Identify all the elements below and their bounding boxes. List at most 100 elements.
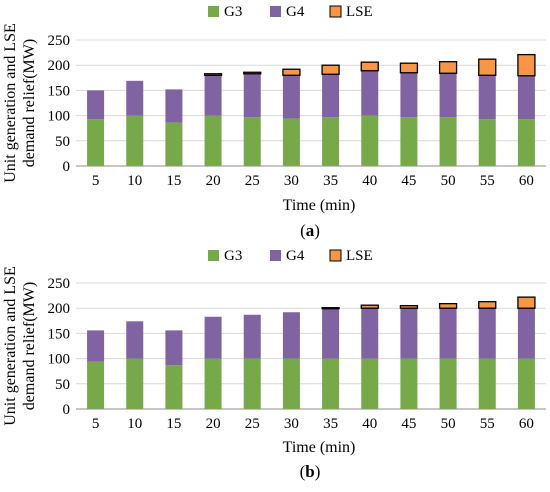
x-tick-label: 30: [284, 173, 299, 189]
x-tick-label: 40: [362, 416, 377, 432]
legend-swatch-g3: [208, 250, 219, 261]
bar-g4-10: [126, 80, 144, 116]
bar-g4-45: [400, 72, 418, 118]
x-tick-label: 45: [401, 173, 416, 189]
bar-g4-15: [165, 89, 183, 123]
y-axis-label: demand relief(MW): [21, 39, 38, 167]
bar-g4-40: [361, 70, 379, 116]
bar-g3-35: [322, 358, 340, 409]
x-tick-label: 35: [323, 173, 338, 189]
bar-g3-60: [517, 358, 535, 409]
bar-g4-40: [361, 308, 379, 359]
bar-lse-50: [438, 61, 458, 74]
x-tick-label: 30: [284, 416, 299, 432]
bar-g4-5: [87, 90, 105, 120]
bar-g4-25: [243, 314, 261, 359]
x-tick-label: 15: [166, 416, 181, 432]
bar-g3-45: [400, 358, 418, 409]
legend-label-g3: G3: [224, 4, 242, 20]
y-tick-label: 250: [48, 276, 71, 292]
chart-panel-a: 0 50 100 150 200 250 5 10 15 20 25 30 35 40 45 50 55 60 Ti…: [2, 4, 546, 240]
legend-label-g4: G4: [286, 248, 305, 264]
bar-g4-20: [204, 316, 222, 359]
bar-lse-40: [360, 61, 379, 72]
bar-g3-15: [165, 122, 183, 166]
bar-lse-60: [517, 53, 536, 77]
y-tick-label: 0: [63, 402, 71, 418]
y-tick-label: 200: [48, 58, 71, 74]
bar-lse-35: [321, 307, 340, 310]
bar-g4-35: [322, 308, 340, 359]
bar-g4-60: [517, 308, 535, 359]
bar-g3-30: [282, 118, 300, 166]
x-tick-label: 50: [441, 173, 456, 189]
panel-label: (b): [300, 462, 321, 481]
bar-lse-30: [282, 68, 301, 76]
panel-label: (a): [300, 221, 320, 240]
bar-g4-10: [126, 321, 144, 359]
bar-g3-50: [439, 358, 457, 409]
x-axis-label: Time (min): [283, 439, 356, 456]
bar-g3-25: [243, 117, 261, 166]
bar-lse-55: [478, 58, 497, 76]
bar-g4-25: [243, 73, 261, 118]
bar-g4-30: [282, 75, 300, 119]
x-tick-label: 20: [206, 416, 221, 432]
bar-g3-40: [361, 115, 379, 166]
x-tick-label: 10: [127, 173, 142, 189]
bar-g3-45: [400, 117, 418, 166]
bar-lse-60: [517, 296, 536, 309]
bar-g3-5: [87, 361, 105, 409]
bar-lse-20: [203, 73, 223, 76]
y-tick-label: 250: [48, 33, 71, 49]
bar-g4-55: [478, 308, 496, 359]
bar-lse-45: [399, 62, 419, 74]
bar-g4-15: [165, 330, 183, 366]
bar-g3-15: [165, 365, 183, 409]
bar-lse-40: [360, 304, 379, 309]
x-tick-label: 25: [245, 416, 260, 432]
x-tick-label: 55: [480, 416, 495, 432]
x-tick-label: 5: [92, 173, 100, 189]
bar-g4-20: [204, 75, 222, 116]
y-tick-label: 100: [48, 352, 71, 368]
y-tick-label: 100: [48, 109, 71, 125]
bar-g3-40: [361, 358, 379, 409]
legend-swatch-g3: [208, 6, 219, 17]
bar-lse-50: [438, 303, 458, 309]
bar-g3-20: [204, 358, 222, 409]
bar-lse-25: [243, 71, 262, 75]
x-tick-label: 35: [323, 416, 338, 432]
legend-label-lse: LSE: [346, 248, 373, 264]
bar-g3-10: [126, 358, 144, 409]
x-tick-label: 15: [166, 173, 181, 189]
x-tick-label: 10: [127, 416, 142, 432]
y-tick-label: 50: [55, 134, 70, 150]
legend-swatch-lse: [329, 249, 342, 262]
y-tick-label: 0: [63, 159, 71, 175]
legend-label-lse: LSE: [346, 4, 373, 20]
bar-g3-60: [517, 119, 535, 166]
legend-swatch-g4: [270, 250, 281, 261]
y-tick-label: 150: [48, 326, 71, 342]
bar-g4-5: [87, 330, 105, 362]
bar-g4-45: [400, 308, 418, 359]
x-axis-label: Time (min): [283, 197, 356, 214]
bar-g3-5: [87, 119, 105, 166]
bar-g3-25: [243, 358, 261, 409]
bar-lse-45: [399, 305, 419, 309]
bar-g3-55: [478, 358, 496, 409]
bar-g4-50: [439, 73, 457, 118]
x-tick-label: 5: [92, 416, 100, 432]
y-tick-label: 200: [48, 301, 71, 317]
bar-g3-50: [439, 117, 457, 166]
bar-g3-10: [126, 115, 144, 166]
bar-lse-55: [478, 300, 497, 309]
y-tick-label: 150: [48, 83, 71, 99]
chart-panel-b: 0 50 100 150 200 250 5 10 15 20 25 30 35 40 45 50 55 60 Ti…: [2, 248, 546, 481]
bar-g3-35: [322, 117, 340, 166]
legend-label-g4: G4: [286, 4, 305, 20]
y-axis-label: Unit generation and LSE: [2, 23, 19, 183]
x-tick-label: 20: [206, 173, 221, 189]
